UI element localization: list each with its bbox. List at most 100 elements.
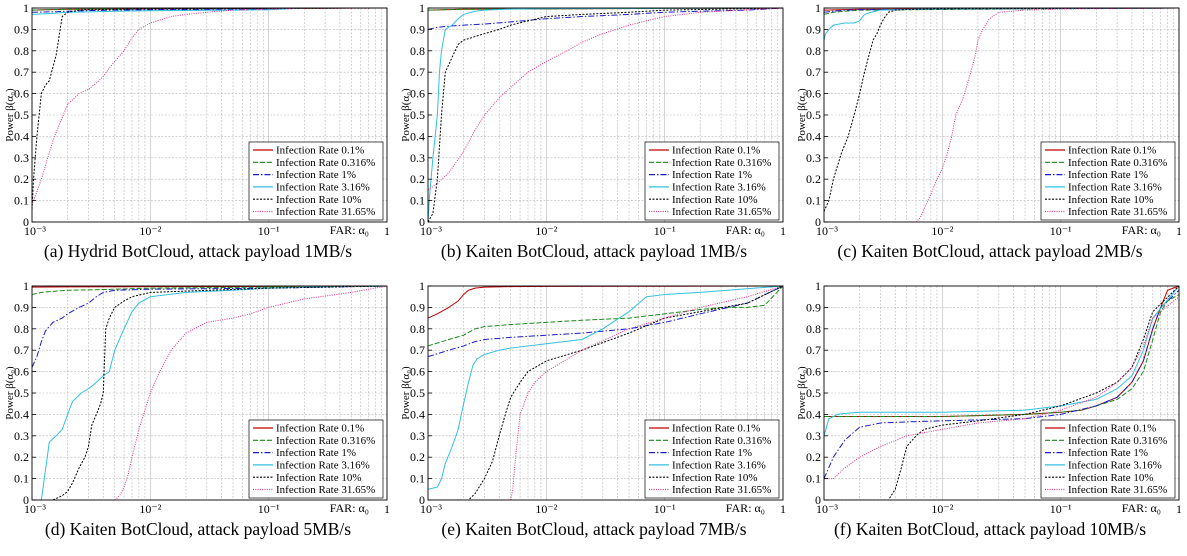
y-tick-label: 0.3 bbox=[14, 151, 29, 165]
panel-caption: (c) Kaiten BotCloud, attack payload 2MB/… bbox=[837, 241, 1143, 261]
series-line-5 bbox=[824, 285, 1179, 500]
y-tick-label: 0.8 bbox=[14, 322, 29, 336]
chart-svg: 0 0.1 0.2 0.3 0.4 0.5 0.6 0.7 0.8 0.9 1 10⁻³ 10⁻² 10⁻… bbox=[400, 1, 786, 238]
x-tick-label: 1 bbox=[1176, 502, 1182, 516]
y-tick-label: 0.1 bbox=[806, 472, 821, 486]
x-tick-label: 10⁻² bbox=[535, 224, 557, 238]
x-tick-label: 10⁻¹ bbox=[654, 224, 676, 238]
chart-svg: 0 0.1 0.2 0.3 0.4 0.5 0.6 0.7 0.8 0.9 1 10⁻³ 10⁻² 10⁻… bbox=[796, 279, 1182, 516]
series-line-4 bbox=[824, 285, 1179, 436]
x-tick-label: 1 bbox=[1176, 224, 1182, 238]
legend-label: Infection Rate 0.316% bbox=[1068, 435, 1167, 447]
legend-label: Infection Rate 10% bbox=[672, 194, 758, 206]
y-tick-label: 0.8 bbox=[806, 322, 821, 336]
y-tick-label: 0.4 bbox=[410, 407, 425, 421]
y-tick-label: 0.4 bbox=[806, 407, 821, 421]
y-tick-label: 1 bbox=[23, 279, 29, 293]
y-tick-label: 0.2 bbox=[806, 172, 821, 186]
x-tick-label: 10⁻² bbox=[139, 224, 161, 238]
x-tick-label: 10⁻² bbox=[931, 502, 953, 516]
y-tick-label: 0.4 bbox=[14, 407, 29, 421]
panel-f: 0 0.1 0.2 0.3 0.4 0.5 0.6 0.7 0.8 0.9 1 10⁻³ 10⁻² 10⁻… bbox=[792, 278, 1187, 556]
x-tick-label: 10⁻¹ bbox=[258, 224, 280, 238]
legend-label: Infection Rate 0.1% bbox=[276, 145, 364, 157]
y-axis-label: Power β(α₀) bbox=[796, 88, 808, 142]
x-tick-label: 10⁻³ bbox=[24, 224, 46, 238]
y-tick-label: 0 bbox=[815, 493, 821, 507]
y-tick-label: 0.4 bbox=[14, 129, 29, 143]
chart-svg: 0 0.1 0.2 0.3 0.4 0.5 0.6 0.7 0.8 0.9 1 10⁻³ 10⁻² 10⁻… bbox=[796, 1, 1182, 238]
legend-label: Infection Rate 31.65% bbox=[276, 206, 375, 218]
series-line-3 bbox=[32, 285, 387, 368]
y-tick-label: 0.2 bbox=[14, 450, 29, 464]
series-line-6 bbox=[428, 285, 783, 500]
legend-label: Infection Rate 1% bbox=[672, 169, 752, 181]
series-line-3 bbox=[824, 7, 1179, 13]
x-axis-label: FAR: α₀ bbox=[1122, 501, 1161, 515]
series-line-4 bbox=[428, 285, 783, 490]
y-tick-label: 0.6 bbox=[410, 87, 425, 101]
y-tick-label: 1 bbox=[419, 279, 425, 293]
y-tick-label: 0.2 bbox=[410, 450, 425, 464]
y-tick-label: 0.1 bbox=[14, 472, 29, 486]
legend-label: Infection Rate 1% bbox=[1068, 447, 1148, 459]
y-tick-label: 0.9 bbox=[410, 300, 425, 314]
y-tick-label: 0.7 bbox=[806, 65, 821, 79]
y-axis-label: Power β(α₀) bbox=[796, 366, 808, 420]
y-tick-label: 0.3 bbox=[806, 429, 821, 443]
series-line-2 bbox=[428, 285, 783, 347]
grid bbox=[824, 286, 1179, 500]
x-tick-label: 10⁻³ bbox=[816, 224, 838, 238]
y-axis-label: Power β(α₀) bbox=[4, 366, 16, 420]
y-tick-label: 0.9 bbox=[806, 300, 821, 314]
x-axis-label: FAR: α₀ bbox=[726, 501, 765, 515]
y-tick-label: 0.3 bbox=[806, 151, 821, 165]
y-tick-label: 0.7 bbox=[14, 343, 29, 357]
x-tick-label: 10⁻² bbox=[931, 224, 953, 238]
legend-label: Infection Rate 0.316% bbox=[1068, 157, 1167, 169]
x-tick-label: 10⁻¹ bbox=[1050, 502, 1072, 516]
legend-label: Infection Rate 10% bbox=[1068, 194, 1154, 206]
chart-svg: 0 0.1 0.2 0.3 0.4 0.5 0.6 0.7 0.8 0.9 1 10⁻³ 10⁻² 10⁻… bbox=[4, 279, 390, 516]
y-tick-label: 0.3 bbox=[410, 151, 425, 165]
x-axis-label: FAR: α₀ bbox=[330, 223, 369, 237]
legend-label: Infection Rate 0.316% bbox=[276, 435, 375, 447]
y-tick-label: 0.7 bbox=[14, 65, 29, 79]
x-tick-label: 10⁻³ bbox=[420, 224, 442, 238]
y-tick-label: 0.9 bbox=[14, 22, 29, 36]
legend-label: Infection Rate 0.1% bbox=[1068, 145, 1156, 157]
y-tick-label: 0.6 bbox=[806, 87, 821, 101]
x-tick-label: 10⁻¹ bbox=[654, 502, 676, 516]
legend-label: Infection Rate 3.16% bbox=[1068, 182, 1162, 194]
y-tick-label: 0.1 bbox=[806, 194, 821, 208]
x-tick-label: 10⁻³ bbox=[816, 502, 838, 516]
y-tick-label: 0 bbox=[419, 215, 425, 229]
y-tick-label: 0.2 bbox=[410, 172, 425, 186]
legend-label: Infection Rate 0.316% bbox=[672, 157, 771, 169]
y-tick-label: 0.5 bbox=[410, 108, 425, 122]
legend-label: Infection Rate 31.65% bbox=[1068, 206, 1167, 218]
panel-b: 0 0.1 0.2 0.3 0.4 0.5 0.6 0.7 0.8 0.9 1 10⁻³ 10⁻² 10⁻… bbox=[396, 0, 792, 278]
legend-label: Infection Rate 1% bbox=[276, 447, 356, 459]
y-tick-label: 1 bbox=[815, 1, 821, 15]
y-tick-label: 0 bbox=[419, 493, 425, 507]
legend-label: Infection Rate 31.65% bbox=[276, 484, 375, 496]
legend-label: Infection Rate 3.16% bbox=[672, 460, 766, 472]
x-tick-label: 10⁻³ bbox=[24, 502, 46, 516]
series-line-4 bbox=[32, 285, 387, 500]
panel-caption: (a) Hydrid BotCloud, attack payload 1MB/… bbox=[43, 241, 353, 261]
series-line-6 bbox=[428, 7, 783, 191]
grid bbox=[32, 286, 387, 500]
legend-label: Infection Rate 0.316% bbox=[672, 435, 771, 447]
panel-caption: (b) Kaiten BotCloud, attack payload 1MB/… bbox=[440, 241, 748, 261]
y-tick-label: 0.9 bbox=[14, 300, 29, 314]
x-tick-label: 1 bbox=[384, 502, 390, 516]
legend: Infection Rate 0.1%Infection Rate 0.316%… bbox=[1040, 419, 1176, 499]
legend: Infection Rate 0.1%Infection Rate 0.316%… bbox=[644, 419, 780, 499]
series-line-1 bbox=[824, 285, 1179, 418]
series-line-5 bbox=[32, 7, 387, 210]
legend-label: Infection Rate 10% bbox=[276, 194, 362, 206]
series-line-5 bbox=[428, 285, 783, 500]
y-tick-label: 1 bbox=[815, 279, 821, 293]
x-tick-label: 10⁻³ bbox=[420, 502, 442, 516]
